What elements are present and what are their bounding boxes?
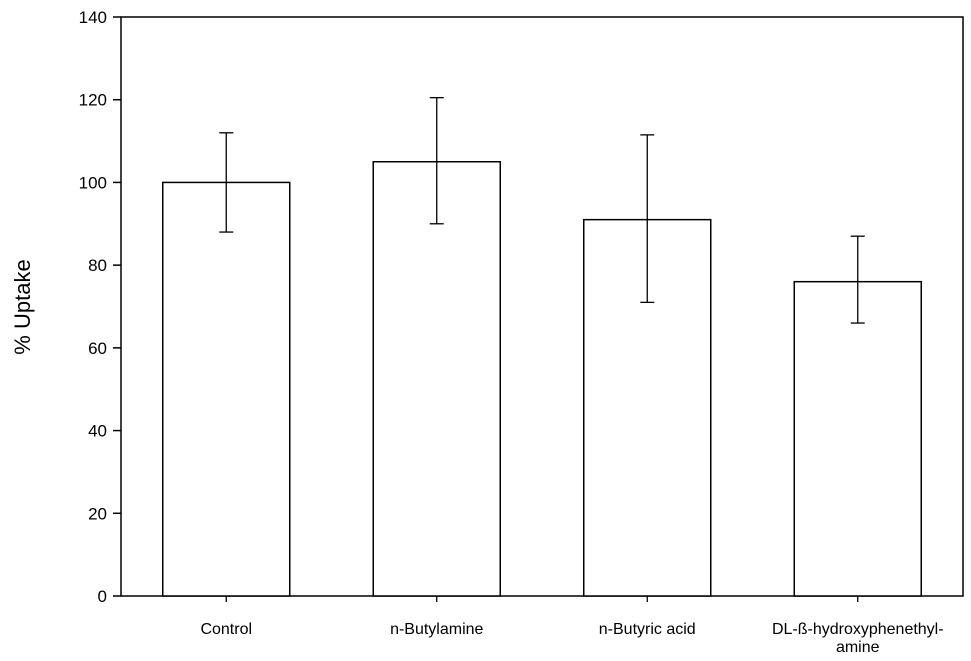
y-tick-label: 20 [88, 504, 107, 523]
y-tick-label: 0 [98, 587, 107, 606]
y-tick-label: 120 [79, 91, 107, 110]
x-tick-label: DL-ß-hydroxyphenethyl- [772, 621, 944, 638]
bar [162, 181, 291, 597]
x-tick-label: Control [200, 621, 252, 638]
x-tick-label: n-Butyric acid [599, 621, 696, 638]
bar [372, 161, 501, 597]
y-tick-label: 80 [88, 256, 107, 275]
y-tick-label: 140 [79, 8, 107, 27]
y-axis-title: % Uptake [10, 259, 35, 354]
bar [793, 280, 922, 597]
x-tick-label: n-Butylamine [390, 621, 483, 638]
plot-frame [120, 16, 964, 597]
y-tick-label: 60 [88, 339, 107, 358]
x-tick-label: amine [836, 639, 880, 656]
y-tick-label: 40 [88, 422, 107, 441]
y-tick-label: 100 [79, 173, 107, 192]
